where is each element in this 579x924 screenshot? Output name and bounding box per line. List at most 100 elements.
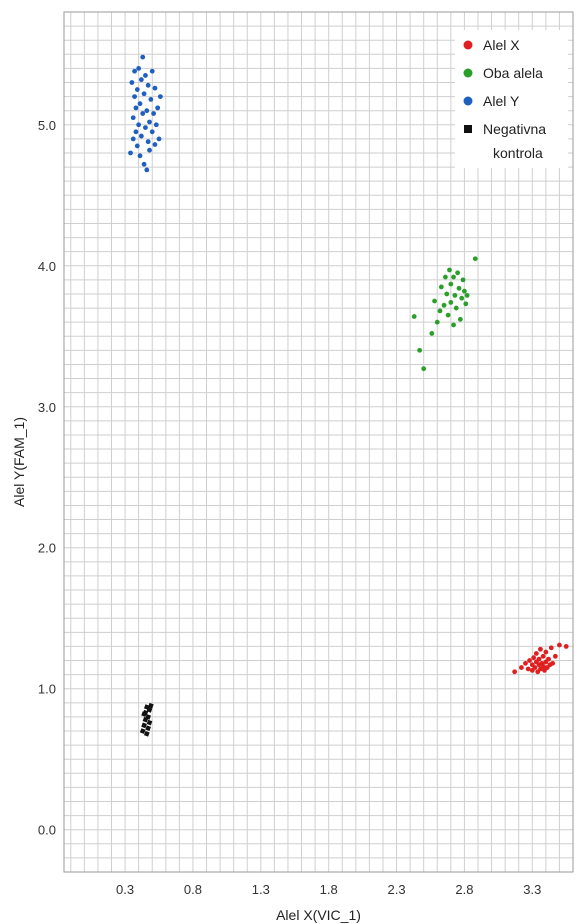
y-tick-label: 1.0: [38, 682, 56, 697]
data-point: [447, 267, 452, 273]
x-axis-ticks: 0.3 0.8 1.3 1.8 2.3 2.8 3.3: [116, 882, 541, 897]
data-point: [133, 105, 139, 111]
data-point: [138, 133, 144, 139]
data-point: [457, 316, 463, 322]
data-point: [148, 97, 154, 102]
data-point: [136, 65, 142, 71]
plot-frame: [63, 11, 574, 873]
data-point: [156, 136, 162, 142]
data-point: [149, 68, 155, 74]
data-point: [523, 660, 528, 666]
y-tick-label: 0.0: [38, 823, 56, 838]
data-point: [130, 115, 136, 121]
data-point: [462, 288, 467, 294]
data-point: [456, 285, 462, 291]
data-point: [152, 142, 158, 147]
data-point: [444, 291, 450, 297]
legend-label: Oba alela: [483, 65, 543, 81]
data-point: [546, 656, 551, 662]
data-point: [455, 270, 461, 276]
y-axis-label: Alel Y(FAM_1): [11, 417, 27, 507]
data-point: [141, 91, 147, 97]
data-point: [149, 129, 155, 135]
x-tick-label: 1.8: [320, 882, 338, 897]
data-point: [448, 281, 454, 287]
data-point: [550, 660, 556, 666]
data-point: [132, 94, 137, 99]
legend-marker: [463, 68, 473, 78]
data-point: [157, 94, 163, 99]
data-point: [432, 298, 437, 304]
series-oba-alela: [411, 256, 478, 372]
data-point: [452, 292, 458, 298]
data-point: [557, 642, 562, 648]
data-point: [548, 645, 554, 651]
data-point: [443, 274, 448, 280]
data-point: [134, 87, 140, 92]
data-point: [136, 122, 142, 128]
data-point: [130, 136, 136, 142]
data-point: [148, 702, 154, 709]
data-point: [460, 277, 466, 283]
legend-label: kontrola: [493, 145, 543, 161]
data-point: [144, 167, 150, 173]
series-alel-y: [128, 54, 163, 173]
data-point: [531, 655, 537, 661]
data-point: [128, 150, 133, 156]
data-point: [464, 292, 470, 298]
data-point: [543, 649, 549, 655]
data-point: [151, 111, 156, 116]
grid-lines: [64, 11, 574, 873]
x-tick-label: 2.8: [455, 882, 473, 897]
data-point: [441, 302, 447, 308]
data-points: [128, 54, 569, 737]
data-point: [155, 105, 161, 111]
series-alel-x: [512, 642, 569, 675]
data-point: [438, 284, 444, 290]
legend-marker: [464, 125, 472, 133]
data-point: [137, 153, 143, 159]
legend-label: Alel Y: [483, 93, 520, 109]
legend-marker: [463, 40, 473, 50]
data-point: [533, 651, 539, 656]
x-tick-label: 3.3: [523, 882, 541, 897]
data-point: [145, 725, 151, 732]
data-point: [532, 665, 538, 670]
x-axis-label: Alel X(VIC_1): [276, 907, 361, 923]
data-point: [146, 707, 153, 713]
data-point: [525, 666, 531, 672]
legend-label: Negativna: [483, 121, 546, 137]
data-point: [129, 80, 135, 85]
data-point: [512, 669, 518, 675]
legend-label: Alel X: [483, 37, 520, 53]
data-point: [451, 322, 456, 328]
legend: Alel X Oba alela Alel Y Negativna kontrola: [455, 30, 568, 168]
y-axis-ticks: 0.0 1.0 2.0 3.0 4.0 5.0: [38, 118, 56, 838]
x-tick-label: 2.3: [388, 882, 406, 897]
data-point: [417, 347, 423, 353]
data-point: [147, 147, 152, 153]
data-point: [411, 314, 417, 319]
data-point: [519, 665, 524, 670]
data-point: [459, 295, 465, 301]
legend-marker: [463, 96, 473, 106]
data-point: [146, 719, 153, 726]
data-point: [144, 108, 150, 114]
data-point: [527, 658, 532, 663]
x-tick-label: 0.8: [184, 882, 202, 897]
data-point: [437, 308, 443, 314]
legend-box: [455, 30, 568, 168]
data-point: [143, 125, 148, 131]
data-point: [448, 300, 454, 305]
data-point: [139, 728, 146, 734]
y-tick-label: 4.0: [38, 259, 56, 274]
data-point: [145, 714, 151, 720]
data-point: [540, 653, 546, 659]
data-point: [536, 656, 542, 662]
data-point: [143, 731, 150, 737]
data-point: [145, 139, 151, 145]
data-point: [141, 161, 147, 167]
data-point: [137, 101, 143, 107]
data-point: [133, 129, 139, 135]
data-point: [134, 143, 140, 149]
